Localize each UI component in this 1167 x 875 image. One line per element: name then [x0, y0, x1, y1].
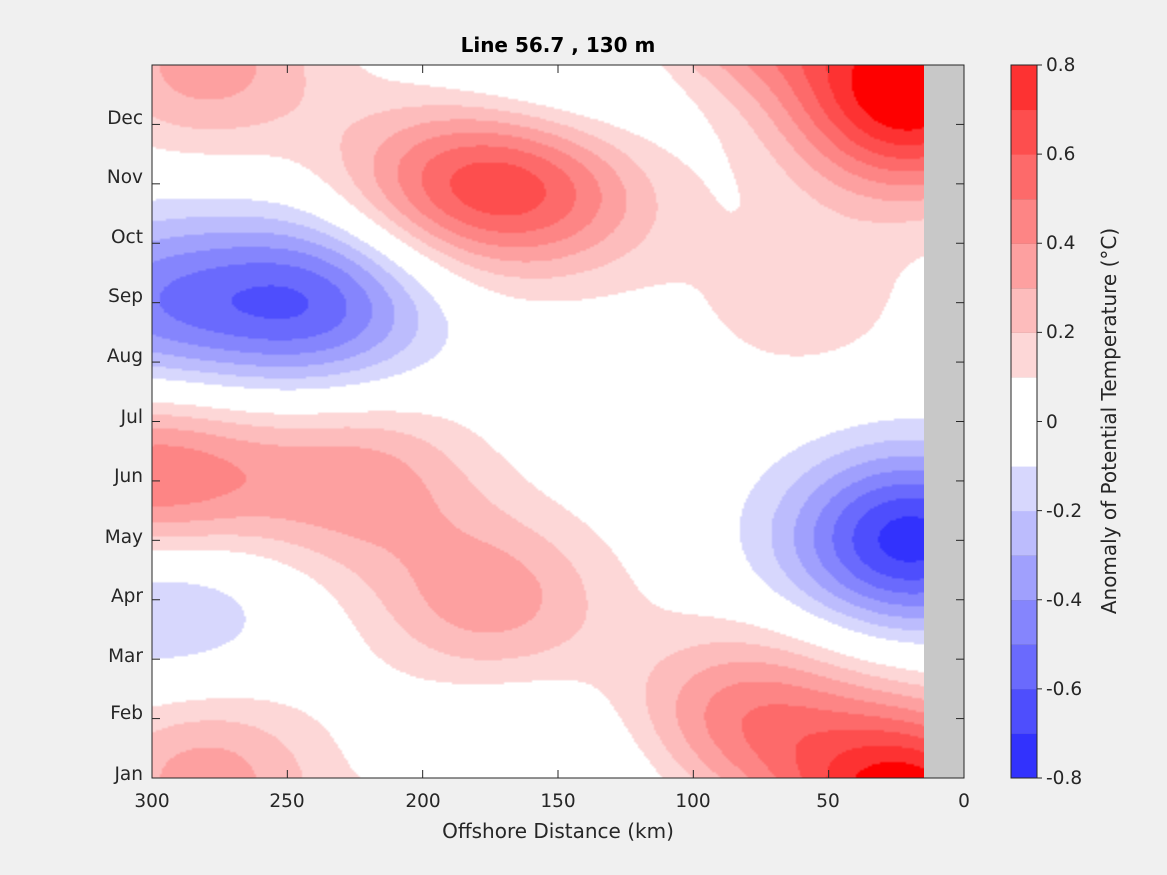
colorbar-tick-label: 0.8	[1046, 55, 1075, 76]
y-tick-label: May	[105, 527, 143, 548]
y-tick-labels: Dec Nov Oct Sep Aug Jul Jun May Apr Mar …	[105, 108, 144, 785]
x-tick-label: 50	[816, 791, 840, 812]
colorbar-tick-label: 0.4	[1046, 233, 1075, 254]
colorbar: 0.8 0.6 0.4 0.2 0 -0.2 -0.4 -0.6 -0.8 An…	[1010, 55, 1121, 789]
colorbar-step	[1011, 154, 1037, 200]
colorbar-step	[1011, 65, 1037, 111]
colorbar-step	[1011, 287, 1037, 333]
colorbar-step	[1011, 198, 1037, 244]
colorbar-tick-label: 0	[1046, 412, 1058, 433]
x-tick-label: 200	[405, 791, 440, 812]
y-tick-label: Jul	[120, 407, 143, 428]
y-tick-label: Apr	[111, 586, 143, 607]
y-tick-label: Nov	[107, 167, 143, 188]
colorbar-step	[1011, 332, 1037, 378]
anomaly-field-contours	[152, 65, 924, 778]
colorbar-step	[1011, 376, 1037, 422]
colorbar-tick-label: -0.8	[1046, 768, 1082, 789]
colorbar-step	[1011, 733, 1037, 779]
y-tick-label: Sep	[108, 286, 143, 307]
plot-area	[151, 64, 965, 779]
colorbar-step	[1011, 109, 1037, 155]
y-tick-label: Jun	[113, 466, 143, 487]
colorbar-tick-label: 0.6	[1046, 144, 1075, 165]
y-tick-label: Jan	[113, 764, 143, 785]
colorbar-ticks	[1037, 64, 1042, 779]
colorbar-tick-label: -0.6	[1046, 679, 1082, 700]
colorbar-label: Anomaly of Potential Temperature (°C)	[1097, 228, 1121, 614]
colorbar-tick-label: -0.2	[1046, 501, 1082, 522]
y-tick-label: Aug	[107, 346, 143, 367]
colorbar-step	[1011, 688, 1037, 734]
plot-frame	[151, 64, 965, 779]
colorbar-tick-label: 0.2	[1046, 322, 1075, 343]
colorbar-step	[1011, 644, 1037, 690]
colorbar-tick-label: -0.4	[1046, 590, 1082, 611]
y-tick-label: Dec	[107, 108, 143, 129]
colorbar-step	[1011, 599, 1037, 645]
x-tick-labels: 300 250 200 150 100 50 0	[134, 791, 970, 812]
colorbar-step	[1011, 555, 1037, 601]
colorbar-step	[1011, 466, 1037, 512]
chart-title: Line 56.7 , 130 m	[461, 33, 656, 57]
x-tick-label: 150	[540, 791, 575, 812]
x-tick-label: 100	[675, 791, 710, 812]
y-tick-label: Mar	[108, 646, 143, 667]
x-axis-label: Offshore Distance (km)	[442, 819, 674, 843]
y-tick-label: Feb	[110, 703, 143, 724]
x-tick-label: 300	[134, 791, 169, 812]
x-tick-label: 250	[269, 791, 304, 812]
y-tick-label: Oct	[111, 227, 143, 248]
x-tick-label: 0	[958, 791, 970, 812]
colorbar-step	[1011, 510, 1037, 556]
colorbar-steps	[1011, 64, 1037, 779]
colorbar-step	[1011, 243, 1037, 289]
colorbar-frame	[1010, 64, 1038, 779]
colorbar-step	[1011, 421, 1037, 467]
